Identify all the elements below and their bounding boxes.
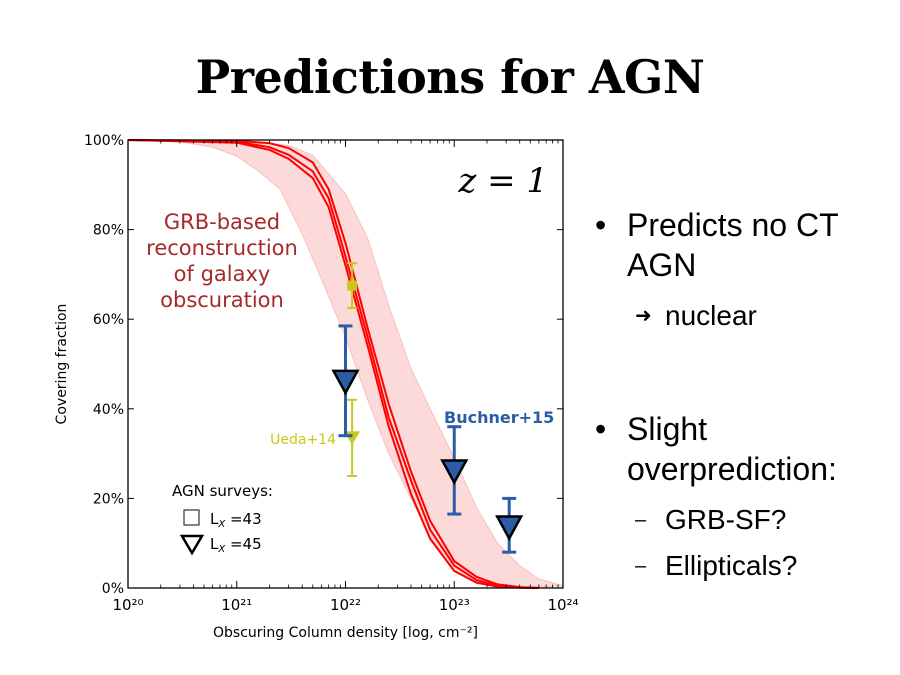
legend: AGN surveys: LX =43 LX =45 bbox=[172, 482, 273, 556]
dash-marker: – bbox=[635, 509, 647, 531]
bullet-1: • Predicts no CT AGN bbox=[595, 205, 887, 285]
buchner-label: Buchner+15 bbox=[444, 408, 554, 427]
buchner-15-triangle-marker-3 bbox=[495, 515, 524, 542]
grb-annotation-line: reconstruction bbox=[146, 236, 298, 260]
bullet-dot: • bbox=[595, 207, 607, 243]
sub-bullet-1-1: ➜ nuclear bbox=[635, 299, 757, 333]
y-tick-label: 80% bbox=[93, 223, 124, 239]
bullet-1-text: Predicts no CT AGN bbox=[627, 207, 839, 283]
sub-bullet-2-2-text: Ellipticals? bbox=[665, 550, 798, 581]
bullet-dot: • bbox=[595, 411, 607, 447]
errorbars-layer bbox=[331, 262, 524, 554]
grb-annotation-line: obscuration bbox=[160, 288, 284, 312]
ueda-label: Ueda+14 bbox=[270, 432, 336, 448]
x-tick-label: 10²³ bbox=[439, 596, 470, 614]
x-tick-label: 10²⁰ bbox=[112, 596, 143, 614]
sub-bullet-2-1-text: GRB-SF? bbox=[665, 504, 787, 535]
slide-title: Predictions for AGN bbox=[195, 50, 705, 104]
legend-title: AGN surveys: bbox=[172, 482, 273, 500]
arrow-icon: ➜ bbox=[635, 305, 652, 327]
axes-layer bbox=[127, 139, 564, 589]
y-tick-label: 20% bbox=[93, 491, 124, 507]
bullet-2-text: Slight overprediction: bbox=[627, 411, 837, 487]
legend-entry-label: LX =45 bbox=[210, 535, 262, 555]
x-tick-label: 10²² bbox=[330, 596, 361, 614]
sub-bullet-2-1: – GRB-SF? bbox=[635, 503, 786, 537]
sub-bullet-1-1-text: nuclear bbox=[665, 300, 757, 331]
buchner-15-triangle-marker-1 bbox=[331, 369, 360, 396]
chart-text-layer: 0% 20% 40% 60% 80% 100% 10²⁰ 10²¹ 10²² 10²³ 10²⁴ Ob… bbox=[54, 133, 579, 641]
x-tick-label: 10²⁴ bbox=[547, 596, 578, 614]
y-axis-label: Covering fraction bbox=[54, 304, 70, 425]
legend-entry-label: LX =43 bbox=[210, 510, 262, 530]
grb-annotation-line: GRB-based bbox=[164, 210, 280, 234]
y-tick-label: 40% bbox=[93, 402, 124, 418]
dash-marker: – bbox=[635, 555, 647, 577]
buchner-15-triangle-marker-2 bbox=[440, 459, 469, 486]
x-axis-label: Obscuring Column density [log, cm⁻²] bbox=[213, 625, 478, 641]
panel-label: z = 1 bbox=[457, 161, 548, 201]
sub-bullet-2-2: – Ellipticals? bbox=[635, 549, 797, 583]
model-line-2 bbox=[127, 139, 539, 589]
model-line-1 bbox=[127, 139, 539, 589]
y-tick-label: 60% bbox=[93, 312, 124, 328]
ueda-14-square-marker bbox=[347, 280, 358, 291]
grb-annotation-line: of galaxy bbox=[174, 262, 271, 286]
y-tick-label: 0% bbox=[102, 581, 124, 597]
bullet-2: • Slight overprediction: bbox=[595, 409, 887, 489]
grb-annotation: GRB-based reconstruction of galaxy obscurat… bbox=[146, 210, 298, 312]
legend-square-marker bbox=[183, 509, 200, 526]
legend-triangle-marker bbox=[179, 534, 205, 556]
x-tick-label: 10²¹ bbox=[221, 596, 252, 614]
y-tick-label: 100% bbox=[84, 133, 124, 149]
